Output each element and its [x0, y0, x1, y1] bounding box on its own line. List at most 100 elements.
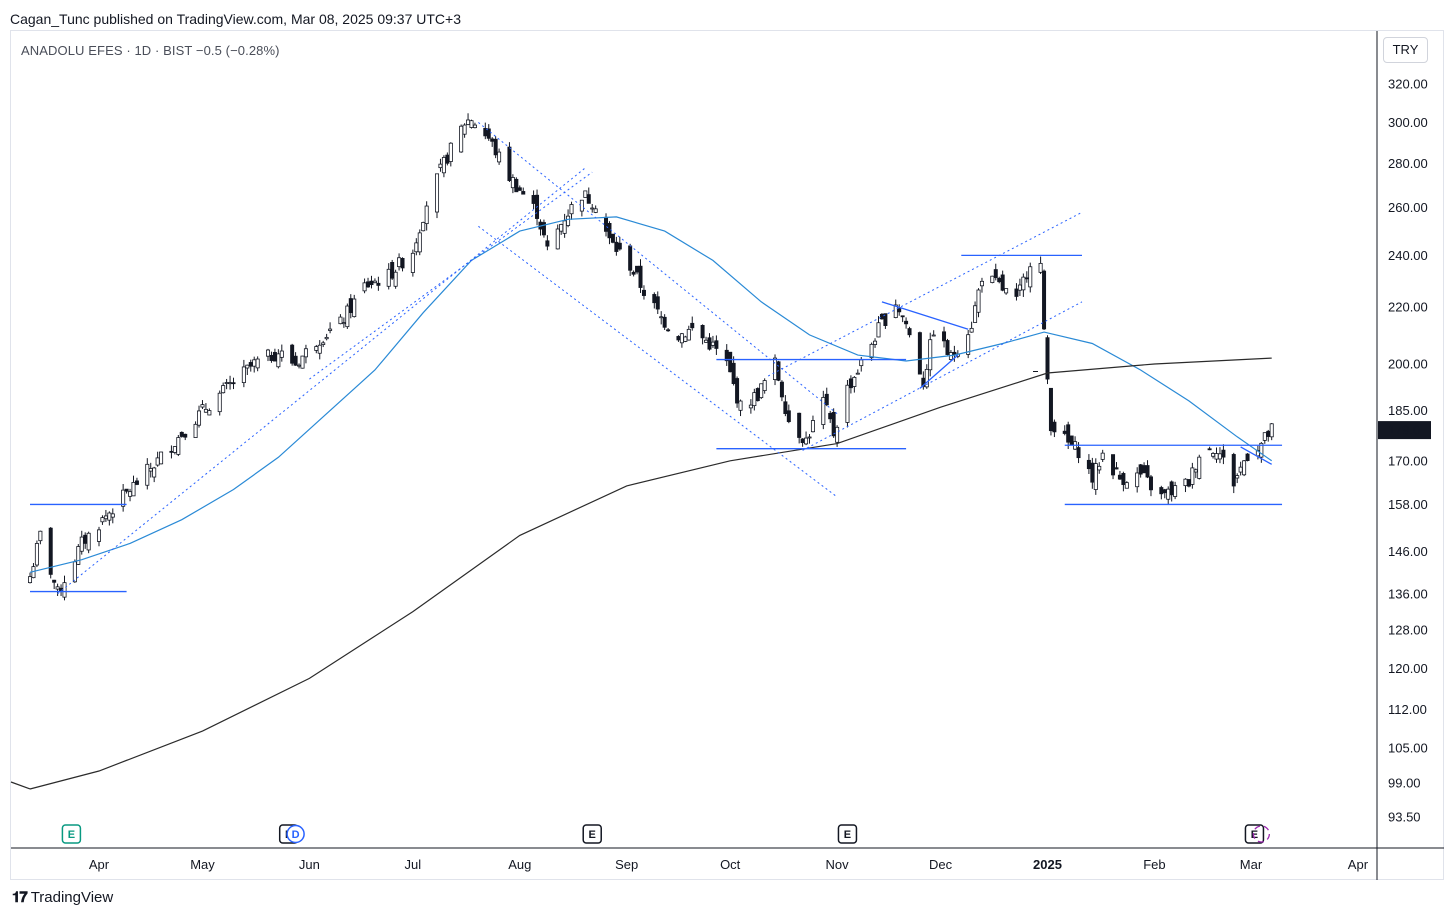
candle-body	[390, 261, 395, 279]
candle-body	[617, 242, 622, 250]
chart-frame	[10, 30, 1444, 880]
candle-body	[497, 151, 502, 163]
y-tick-label: 105.00	[1388, 740, 1428, 755]
candle-body	[924, 368, 929, 388]
candle-body	[821, 397, 826, 425]
candle-body	[604, 216, 609, 232]
x-tick-label: Apr	[1348, 857, 1369, 872]
candle-body	[883, 313, 888, 326]
candle-body	[1238, 466, 1243, 473]
candle-body	[1014, 288, 1019, 297]
candle-body	[100, 517, 105, 523]
candle-body	[417, 232, 422, 253]
candle-body	[124, 488, 129, 492]
candle-body	[1000, 274, 1005, 291]
candle-body	[1124, 482, 1129, 489]
candle-body	[1086, 459, 1091, 470]
earnings-event-label: E	[1251, 829, 1258, 841]
candle-body	[631, 271, 636, 275]
candle-body	[1100, 452, 1105, 460]
candle-body	[755, 388, 760, 402]
candle-body	[1193, 469, 1198, 473]
candle-body	[1145, 465, 1150, 478]
candle-body	[1021, 276, 1026, 291]
candle-body	[155, 457, 160, 466]
candle-body	[200, 404, 205, 408]
symbol-info: ANADOLU EFES · 1D · BIST −0.5 (−0.28%)	[21, 43, 280, 58]
candle-body	[38, 530, 43, 542]
x-tick-label: Oct	[720, 857, 741, 872]
x-tick-label: Jun	[299, 857, 320, 872]
candle-body	[231, 382, 236, 385]
earnings-event-label: E	[844, 829, 851, 841]
candle-body	[928, 339, 933, 371]
candle-body	[610, 233, 615, 243]
candle-body	[28, 576, 33, 584]
candle-body	[1197, 456, 1202, 479]
candle-body	[852, 376, 857, 387]
candle-body	[586, 194, 591, 204]
candle-body	[266, 349, 271, 357]
candle-body	[752, 392, 757, 407]
candle-body	[676, 336, 681, 341]
currency-button[interactable]: TRY	[1383, 37, 1428, 63]
trend-line	[1240, 446, 1273, 465]
candle-body	[441, 157, 446, 174]
candle-body	[1211, 453, 1216, 457]
x-tick-label: Feb	[1143, 857, 1165, 872]
candle-body	[659, 316, 664, 319]
y-tick-label: 112.00	[1388, 702, 1427, 717]
candle-body	[445, 154, 450, 164]
candle-body	[279, 350, 284, 358]
candle-body	[786, 410, 791, 423]
candle-body	[566, 215, 571, 226]
candle-body	[593, 208, 598, 213]
candle-body	[583, 190, 588, 198]
candle-body	[759, 383, 764, 399]
dotted-trend-line	[478, 122, 838, 415]
candle-body	[1093, 463, 1098, 490]
candle-body	[807, 436, 812, 439]
candle-body	[1221, 449, 1226, 458]
candle-body	[997, 277, 1002, 283]
candle-body	[1269, 423, 1274, 438]
candle-body	[993, 269, 998, 279]
candle-body	[34, 543, 39, 566]
candle-body	[303, 348, 308, 358]
earnings-event-label: E	[589, 829, 596, 841]
candle-body	[131, 482, 136, 497]
candle-body	[679, 333, 684, 344]
candle-body	[762, 380, 767, 391]
moving-average-fast	[29, 216, 1273, 573]
candle-body	[1242, 460, 1247, 476]
candle-body	[800, 438, 805, 444]
candle-body	[369, 280, 374, 286]
candle-body	[76, 546, 81, 565]
candle-body	[917, 332, 922, 375]
candle-body	[728, 351, 733, 373]
earnings-event-icon	[61, 824, 82, 844]
candle-body	[1162, 489, 1167, 494]
candle-body	[942, 331, 947, 342]
candle-body	[652, 294, 657, 304]
candle-body	[290, 344, 295, 364]
candle-body	[1183, 478, 1188, 487]
candle-body	[372, 280, 377, 284]
candle-body	[1042, 270, 1047, 330]
candle-body	[1207, 448, 1212, 451]
x-tick-label: Sep	[615, 857, 638, 872]
candle-body	[531, 195, 536, 204]
candle-body	[172, 446, 177, 453]
candle-body	[638, 265, 643, 288]
candle-body	[252, 359, 257, 367]
candle-body	[300, 355, 305, 369]
y-tick-label: 260.00	[1388, 200, 1428, 215]
x-tick-label: Mar	[1240, 857, 1263, 872]
candle-body	[183, 433, 188, 438]
split-event-icon	[1252, 825, 1270, 843]
candle-body	[159, 451, 164, 465]
candle-body	[1159, 487, 1164, 495]
candle-body	[735, 378, 740, 404]
candle-body	[1148, 476, 1153, 491]
